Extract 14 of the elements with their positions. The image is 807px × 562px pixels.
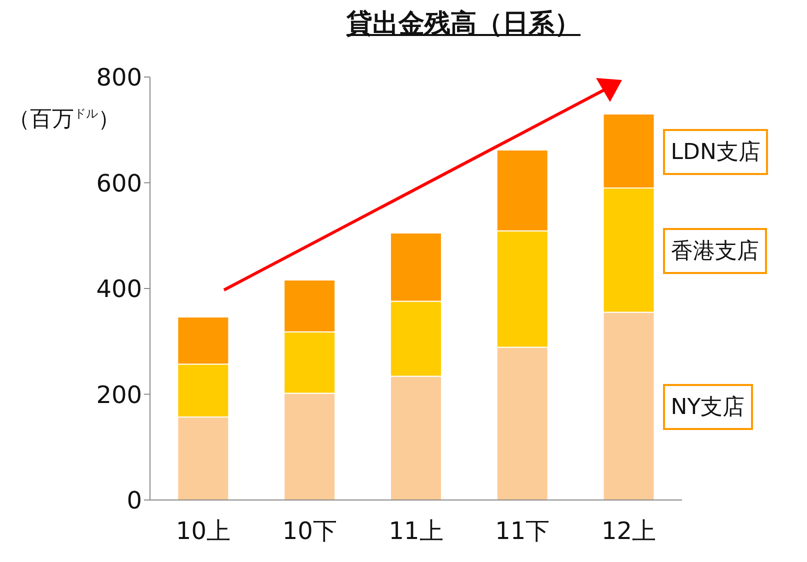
y-axis-title: （百万$^{ドル}$） <box>8 106 120 134</box>
x-tick-label: 12上 <box>602 517 656 546</box>
y-tick-label: 800 <box>96 64 142 92</box>
x-tick-label: 10下 <box>282 517 337 546</box>
x-tick-label: 10上 <box>176 517 230 546</box>
series-label: LDN支店 <box>662 129 768 176</box>
series-label: 香港支店 <box>662 228 767 274</box>
x-tick-label: 11下 <box>495 517 550 546</box>
y-tick-label: 200 <box>96 380 142 409</box>
y-tick-label: 0 <box>126 486 142 515</box>
y-tick-label: 600 <box>96 169 142 198</box>
series-label: NY支店 <box>662 384 753 430</box>
y-tick-label: 400 <box>96 275 142 304</box>
x-tick-label: 11上 <box>388 517 444 546</box>
